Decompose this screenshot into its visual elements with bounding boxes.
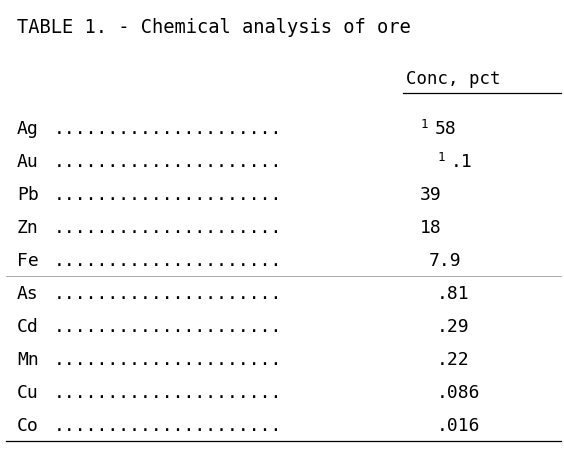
Text: Fe: Fe: [17, 251, 39, 269]
Text: .....................: .....................: [54, 218, 282, 236]
Text: 39: 39: [420, 185, 442, 203]
Text: 58: 58: [434, 120, 456, 138]
Text: Ag: Ag: [17, 120, 39, 138]
Text: TABLE 1. - Chemical analysis of ore: TABLE 1. - Chemical analysis of ore: [17, 18, 411, 37]
Text: As: As: [17, 284, 39, 302]
Text: .....................: .....................: [54, 120, 282, 138]
Text: .....................: .....................: [54, 185, 282, 203]
Text: .....................: .....................: [54, 416, 282, 434]
Text: 1: 1: [420, 117, 428, 130]
Text: Au: Au: [17, 152, 39, 170]
Text: .29: .29: [437, 317, 470, 335]
Text: .016: .016: [437, 416, 481, 434]
Text: Cu: Cu: [17, 383, 39, 401]
Text: 1: 1: [437, 150, 444, 163]
Text: .....................: .....................: [54, 152, 282, 170]
Text: 18: 18: [420, 218, 442, 236]
Text: .....................: .....................: [54, 284, 282, 302]
Text: Co: Co: [17, 416, 39, 434]
Text: Cd: Cd: [17, 317, 39, 335]
Text: Pb: Pb: [17, 185, 39, 203]
Text: .22: .22: [437, 350, 470, 368]
Text: Zn: Zn: [17, 218, 39, 236]
Text: .086: .086: [437, 383, 481, 401]
Text: .....................: .....................: [54, 251, 282, 269]
Text: Conc, pct: Conc, pct: [406, 70, 501, 88]
Text: .....................: .....................: [54, 350, 282, 368]
Text: Mn: Mn: [17, 350, 39, 368]
Text: .1: .1: [451, 152, 473, 170]
Text: .81: .81: [437, 284, 470, 302]
Text: 7.9: 7.9: [429, 251, 461, 269]
Text: .....................: .....................: [54, 317, 282, 335]
Text: .....................: .....................: [54, 383, 282, 401]
